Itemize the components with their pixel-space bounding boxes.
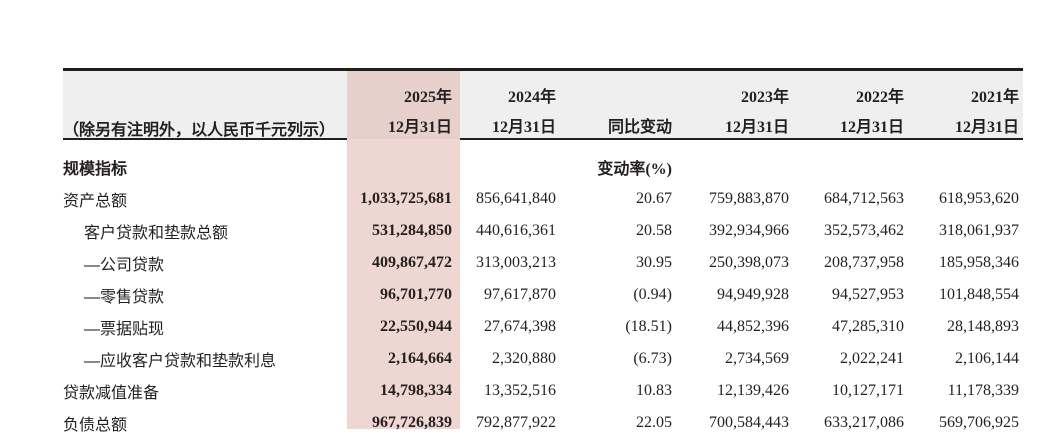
cell-2024: 97,617,870 xyxy=(484,286,556,303)
section-row: 规模指标 变动率(%) xyxy=(63,151,1023,183)
column-header-2024: 2024年 12月31日 xyxy=(460,71,560,151)
cell-2023: 759,883,870 xyxy=(709,190,789,207)
cell-2024: 440,616,361 xyxy=(476,222,556,239)
table-row: 贷款减值准备 14,798,334 13,352,516 10.83 12,139,42… xyxy=(63,375,1023,407)
cell-2023: 44,852,396 xyxy=(717,318,789,335)
annual-report-table-page: { "unit_note": "（除另有注明外，以人民币千元列示）", "sec… xyxy=(63,68,1023,434)
cell-2023: 2,734,569 xyxy=(725,350,789,367)
cell-2021: 11,178,339 xyxy=(947,382,1019,399)
table-header-row: （除另有注明外，以人民币千元列示） 2025年 12月31日 2024年 12月31日… xyxy=(63,71,1023,151)
table-top-rule xyxy=(63,68,1023,71)
column-header-line: 同比变动 xyxy=(607,119,672,136)
cell-2025: 2,164,664 xyxy=(388,350,452,367)
cell-yoy: (6.73) xyxy=(633,350,672,367)
cell-2025: 14,798,334 xyxy=(380,382,452,399)
column-header-yoy: 同比变动 xyxy=(560,71,676,151)
cell-yoy: 22.05 xyxy=(636,414,672,431)
cell-2025: 967,726,839 xyxy=(372,414,452,431)
column-header-line: 12月31日 xyxy=(387,119,452,136)
cell-2021: 28,148,893 xyxy=(947,318,1019,335)
row-label: —公司贷款 xyxy=(84,257,165,274)
cell-2022: 208,737,958 xyxy=(824,254,904,271)
cell-2023: 94,949,928 xyxy=(717,286,789,303)
cell-2023: 700,584,443 xyxy=(709,414,789,431)
table-row: —应收客户贷款和垫款利息 2,164,664 2,320,880 (6.73) 2,73… xyxy=(63,343,1023,375)
cell-section-2022 xyxy=(793,151,908,183)
cell-2024: 2,320,880 xyxy=(492,350,556,367)
cell-section-2025 xyxy=(347,151,460,183)
cell-2022: 2,022,241 xyxy=(840,350,904,367)
cell-2022: 94,527,953 xyxy=(832,286,904,303)
table-row: —票据贴现 22,550,944 27,674,398 (18.51) 44,852,3… xyxy=(63,311,1023,343)
cell-2021: 185,958,346 xyxy=(939,254,1019,271)
cell-2023: 12,139,426 xyxy=(717,382,789,399)
column-header-line: 12月31日 xyxy=(724,119,789,136)
header-bottom-rule xyxy=(63,138,1023,140)
cell-2024: 792,877,922 xyxy=(476,414,556,431)
column-header-line: 2023年 xyxy=(740,89,789,106)
cell-2024: 856,641,840 xyxy=(476,190,556,207)
cell-yoy: 20.58 xyxy=(636,222,672,239)
cell-2023: 250,398,073 xyxy=(709,254,789,271)
cell-2025: 409,867,472 xyxy=(372,254,452,271)
cell-2022: 10,127,171 xyxy=(832,382,904,399)
highlight-column-header-background xyxy=(347,71,460,139)
column-header-line: 2024年 xyxy=(507,89,556,106)
cell-section-2023 xyxy=(676,151,793,183)
financial-metrics-table: （除另有注明外，以人民币千元列示） 2025年 12月31日 2024年 12月31日… xyxy=(63,71,1023,439)
cell-2024: 313,003,213 xyxy=(476,254,556,271)
row-label: 客户贷款和垫款总额 xyxy=(84,225,229,242)
cell-2022: 47,285,310 xyxy=(832,318,904,335)
row-label: 负债总额 xyxy=(63,417,128,434)
cell-2021: 569,706,925 xyxy=(939,414,1019,431)
cell-2025: 96,701,770 xyxy=(380,286,452,303)
column-header-line: 2025年 xyxy=(403,89,452,106)
column-header-line: 12月31日 xyxy=(839,119,904,136)
column-header-2025: 2025年 12月31日 xyxy=(347,71,460,151)
row-label: —零售贷款 xyxy=(84,289,165,306)
cell-2023: 392,934,966 xyxy=(709,222,789,239)
table-row: 资产总额 1,033,725,681 856,641,840 20.67 759,883… xyxy=(63,183,1023,215)
table-row: 客户贷款和垫款总额 531,284,850 440,616,361 20.58 392,… xyxy=(63,215,1023,247)
cell-2025: 22,550,944 xyxy=(380,318,452,335)
cell-2025: 1,033,725,681 xyxy=(360,190,452,207)
highlight-column-body-background xyxy=(347,139,460,429)
column-header-line: 2021年 xyxy=(970,89,1019,106)
cell-section-2021 xyxy=(908,151,1023,183)
table-row: —零售贷款 96,701,770 97,617,870 (0.94) 94,949,92… xyxy=(63,279,1023,311)
cell-section-2024 xyxy=(460,151,560,183)
cell-2022: 633,217,086 xyxy=(824,414,904,431)
cell-2021: 101,848,554 xyxy=(939,286,1019,303)
cell-yoy: 10.83 xyxy=(636,382,672,399)
cell-yoy: 30.95 xyxy=(636,254,672,271)
column-header-2021: 2021年 12月31日 xyxy=(908,71,1023,151)
change-unit-label: 变动率(%) xyxy=(597,161,672,178)
table-row: —公司贷款 409,867,472 313,003,213 30.95 250,398,… xyxy=(63,247,1023,279)
row-label: 贷款减值准备 xyxy=(63,385,160,402)
cell-yoy: 20.67 xyxy=(636,190,672,207)
cell-2021: 618,953,620 xyxy=(939,190,1019,207)
column-header-line: 12月31日 xyxy=(954,119,1019,136)
cell-2024: 13,352,516 xyxy=(484,382,556,399)
column-header-line: 12月31日 xyxy=(491,119,556,136)
cell-2022: 352,573,462 xyxy=(824,222,904,239)
column-header-line: 2022年 xyxy=(855,89,904,106)
table-row: 负债总额 967,726,839 792,877,922 22.05 700,584,4… xyxy=(63,407,1023,439)
row-label: 资产总额 xyxy=(63,193,128,210)
column-header-unit-note: （除另有注明外，以人民币千元列示） xyxy=(63,71,347,151)
cell-2021: 2,106,144 xyxy=(955,350,1019,367)
table-header-band xyxy=(63,71,1023,138)
cell-2024: 27,674,398 xyxy=(484,318,556,335)
column-header-2022: 2022年 12月31日 xyxy=(793,71,908,151)
row-label: —票据贴现 xyxy=(84,321,165,338)
row-label: —应收客户贷款和垫款利息 xyxy=(84,353,277,370)
cell-yoy: (18.51) xyxy=(625,318,672,335)
cell-yoy: (0.94) xyxy=(633,286,672,303)
column-header-2023: 2023年 12月31日 xyxy=(676,71,793,151)
cell-2025: 531,284,850 xyxy=(372,222,452,239)
cell-2021: 318,061,937 xyxy=(939,222,1019,239)
cell-2022: 684,712,563 xyxy=(824,190,904,207)
section-label: 规模指标 xyxy=(63,161,128,178)
unit-note: （除另有注明外，以人民币千元列示） xyxy=(63,122,336,139)
